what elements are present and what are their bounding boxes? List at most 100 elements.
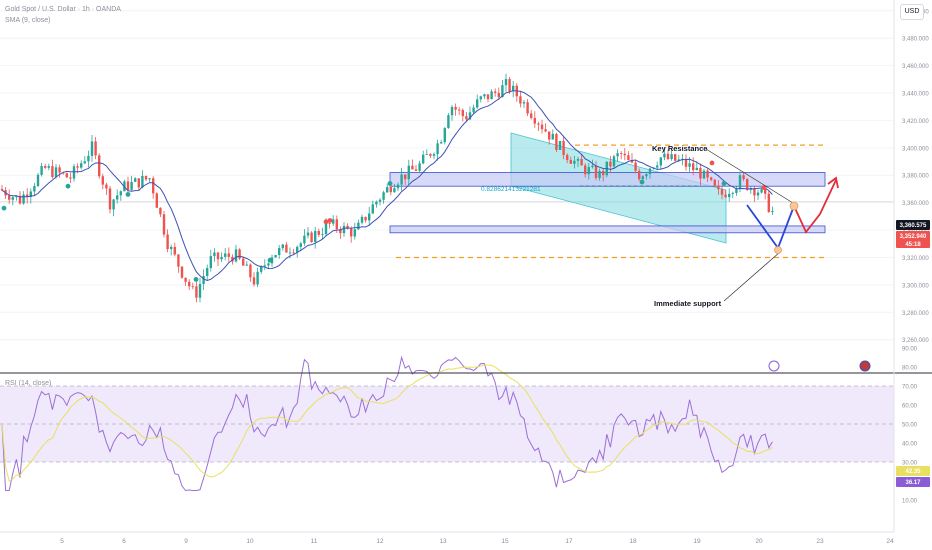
price-tick-label: 3,380.000 [902, 174, 929, 180]
current-price-badge-text: 3,360.575 [900, 223, 927, 229]
candle-body [558, 140, 562, 150]
time-tick-label: 18 [629, 538, 637, 545]
price-tick-label: 3,360.000 [902, 201, 929, 207]
candle-body [101, 176, 104, 185]
last-price-badge [896, 231, 930, 248]
price-tick-label: 3,320.000 [902, 256, 929, 262]
candle-body [148, 178, 151, 180]
candle-body [285, 244, 288, 253]
candle-body [609, 161, 612, 167]
candle-body [324, 223, 328, 235]
candle-body [620, 153, 623, 154]
time-tick-label: 5 [60, 538, 64, 545]
candle-body [166, 234, 169, 250]
current-price-badge [896, 220, 930, 230]
candle-body [198, 283, 202, 298]
candle-body [566, 155, 569, 160]
candle-body [126, 181, 130, 190]
candle-body [706, 170, 709, 178]
candle-body [335, 219, 338, 230]
candle-body [130, 181, 133, 190]
candle-body [83, 161, 86, 164]
candle-body [465, 116, 468, 120]
candle-body [339, 229, 342, 234]
signal-dot [323, 219, 329, 225]
candle-body [584, 165, 587, 175]
candle-body [180, 266, 184, 278]
candle-body [108, 188, 112, 210]
candle-body [195, 286, 198, 298]
candle-body [677, 159, 680, 161]
time-tick-label: 6 [122, 538, 126, 545]
candle-body [87, 155, 90, 162]
candle-body [346, 225, 349, 229]
candle-body [105, 184, 108, 189]
candle-body [490, 91, 493, 100]
candle-body [296, 246, 299, 253]
candle-body [206, 268, 209, 276]
candle-body [512, 85, 515, 92]
candle-body [242, 258, 245, 266]
price-tick-label: 3,260.000 [902, 338, 929, 344]
candle-body [555, 133, 558, 150]
rsi-pane [0, 355, 894, 492]
candle-body [479, 96, 482, 100]
candle-body [670, 154, 673, 160]
immediate-support-label: Immediate support [654, 299, 722, 308]
time-tick-label: 9 [184, 538, 188, 545]
sma-line [1, 90, 773, 282]
candle-body [738, 175, 742, 189]
candle-body [310, 232, 313, 243]
resistance-touch-marker [789, 201, 799, 211]
candle-body [627, 155, 630, 160]
candle-body [72, 166, 76, 179]
candle-body [152, 178, 155, 194]
key-resistance-pointer [705, 148, 794, 204]
candle-body [476, 99, 479, 108]
candle-body [54, 167, 58, 177]
time-tick-label: 10 [246, 538, 254, 545]
rsi-sma-badge-text: 42.35 [905, 469, 921, 475]
time-tick-label: 20 [755, 538, 763, 545]
candle-body [728, 193, 731, 198]
price-tick-label: 3,460.000 [902, 64, 929, 70]
candle-body [191, 286, 194, 288]
projection-red-path [793, 179, 837, 234]
candle-body [303, 235, 306, 244]
signal-dot [761, 185, 767, 190]
candle-body [332, 219, 335, 224]
lightning-icon [768, 360, 780, 372]
candle-body [281, 244, 284, 249]
currency-button[interactable]: USD [900, 4, 924, 20]
candle-body [227, 253, 230, 257]
candles [0, 73, 774, 303]
candle-body [551, 133, 554, 140]
candle-body [623, 153, 626, 156]
candle-body [314, 230, 317, 243]
candle-body [137, 178, 140, 188]
candle-body [404, 174, 407, 180]
candle-body [717, 185, 720, 190]
candle-body [224, 253, 227, 257]
candle-body [94, 141, 97, 156]
candle-body [472, 107, 475, 113]
descending-channel [510, 132, 727, 244]
candle-body [634, 162, 637, 171]
price-tick-label: 3,300.000 [902, 283, 929, 289]
candle-body [317, 230, 320, 235]
candle-body [526, 102, 529, 114]
candle-body [371, 204, 374, 214]
candle-body [458, 109, 461, 111]
candle-body [645, 174, 648, 177]
candle-body [119, 191, 122, 196]
candle-body [674, 154, 677, 161]
candle-body [411, 165, 414, 170]
candle-body [576, 158, 580, 161]
candle-body [245, 264, 248, 266]
rsi-sma-badge [896, 466, 930, 476]
candle-body [90, 141, 94, 156]
candle-body [234, 249, 238, 262]
candle-body [342, 225, 346, 234]
candle-body [692, 163, 695, 171]
